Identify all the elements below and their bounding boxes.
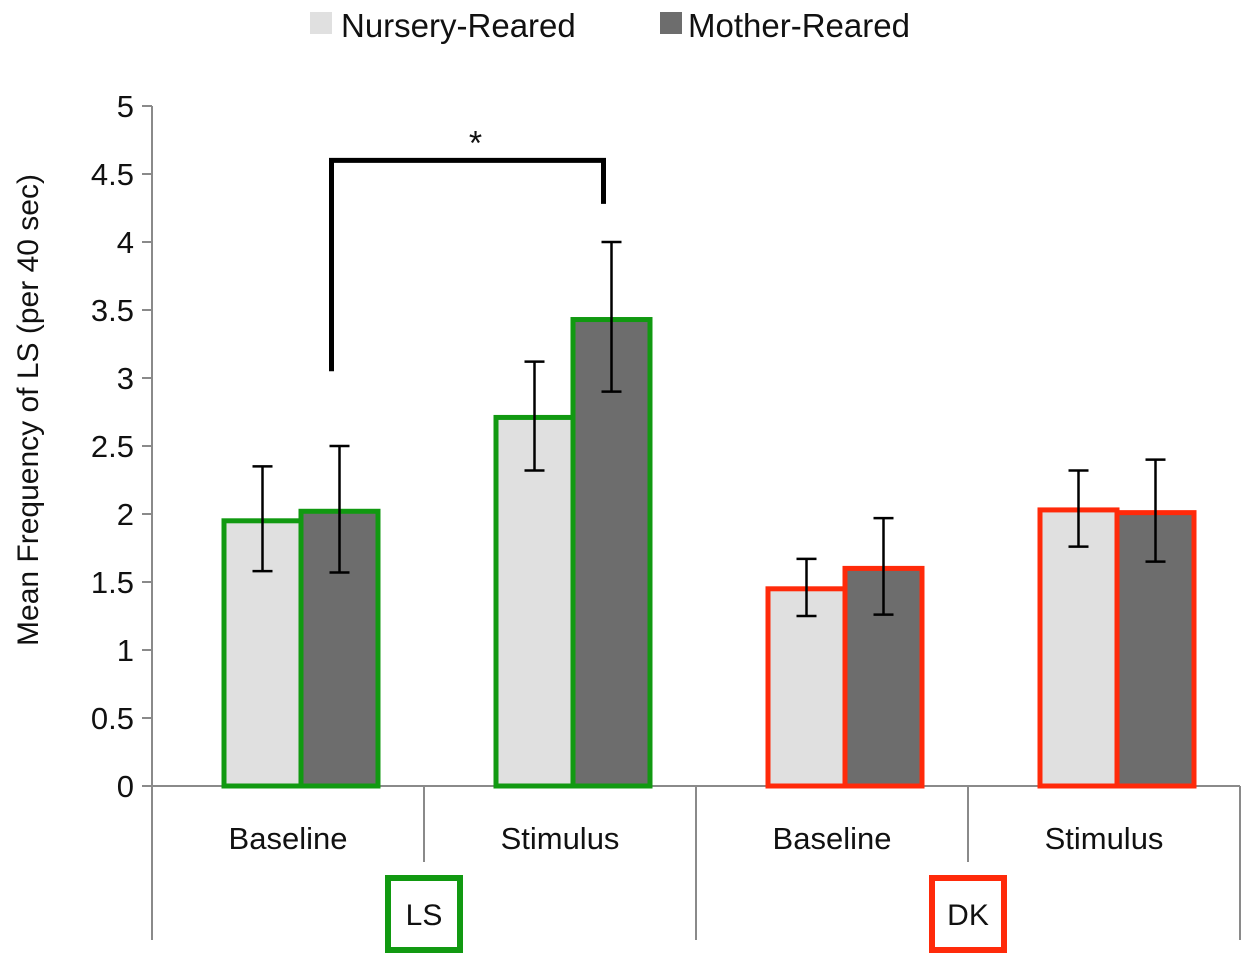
group-labels: LS DK [385,875,1007,953]
bars [221,317,1197,789]
bar-nursery-reared-4 [1037,507,1120,789]
y-tick-label: 3 [117,361,134,396]
x-category-label: Baseline [773,821,892,856]
significance-bracket: * [329,124,606,372]
legend-swatch [660,12,682,34]
group-label: DK [947,899,989,932]
legend-label: Mother-Reared [688,7,910,44]
group-label-box [385,875,463,953]
x-category-label: Stimulus [501,821,620,856]
x-axis: Baseline Stimulus Baseline Stimulus [151,785,1241,940]
legend: Nursery-Reared Mother-Reared [310,7,910,44]
y-tick-label: 5 [117,89,134,124]
y-tick-label: 4 [117,225,134,260]
y-tick-label: 4.5 [91,157,134,192]
y-tick-label: 1 [117,633,134,668]
bar-nursery-reared-2 [493,414,576,789]
legend-label: Nursery-Reared [341,7,576,44]
y-tick-label: 3.5 [91,293,134,328]
y-tick-label: 2.5 [91,429,134,464]
x-category-label: Stimulus [1045,821,1164,856]
x-category-label: Baseline [229,821,348,856]
bar-nursery-reared-3 [765,586,848,789]
group-label: LS [406,899,443,932]
y-tick-label: 0.5 [91,701,134,736]
y-tick-label: 0 [117,769,134,804]
y-axis: 0 0.5 1 1.5 2 2.5 3 3.5 4 4.5 5 [91,89,153,804]
group-label-box [929,875,1007,953]
y-tick-label: 1.5 [91,565,134,600]
y-axis-label: Mean Frequency of LS (per 40 sec) [12,174,45,646]
significance-bracket-line [329,157,606,372]
error-bars [252,240,1166,618]
legend-swatch [310,12,332,34]
y-tick-label: 2 [117,497,134,532]
significance-marker: * [469,124,482,162]
